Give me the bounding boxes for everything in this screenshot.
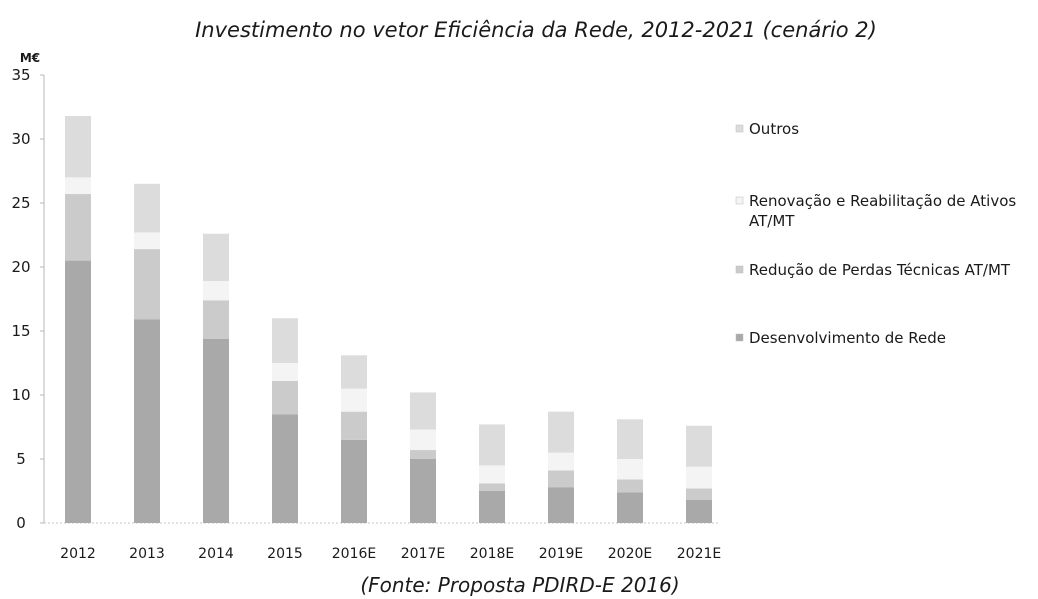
bar-segment-2017E-0: [410, 459, 436, 523]
bar-segment-2019E-3: [548, 411, 574, 453]
bar-segment-2015-0: [272, 414, 298, 523]
y-tick-label: 5: [16, 450, 26, 468]
bar-segment-2017E-3: [410, 392, 436, 430]
bar-segment-2019E-0: [548, 487, 574, 523]
y-tick-labels: 0 5 10 15 20 25 30 35: [11, 66, 30, 532]
bar-segment-2013-3: [134, 183, 160, 233]
chart-title: Investimento no vetor Eficiência da Rede…: [195, 18, 877, 42]
bar-segment-2018E-0: [479, 491, 505, 523]
bar-segment-2016E-3: [341, 355, 367, 389]
bar-segment-2014-1: [203, 300, 229, 339]
bar-segment-2016E-1: [341, 411, 367, 440]
x-tick-label: 2017E: [401, 546, 445, 562]
bar-segment-2020E-0: [617, 492, 643, 523]
legend: Outros Renovação e Reabilitação de Ativos…: [735, 120, 1016, 347]
bar-segment-2012-0: [65, 260, 91, 523]
bar-segment-2018E-1: [479, 483, 505, 491]
bar-segment-2013-2: [134, 232, 160, 250]
x-tick-label: 2015: [267, 546, 303, 562]
x-tick-label: 2021E: [677, 546, 721, 562]
legend-label: Renovação e Reabilitação de Ativos: [749, 192, 1016, 210]
bar-segment-2012-2: [65, 177, 91, 195]
x-tick-label: 2012: [60, 546, 96, 562]
bar-segment-2014-0: [203, 338, 229, 523]
x-tick-label: 2016E: [332, 546, 376, 562]
legend-label: Redução de Perdas Técnicas AT/MT: [749, 261, 1011, 279]
x-tick-label: 2014: [198, 546, 234, 562]
bar-segment-2021E-1: [686, 488, 712, 500]
y-tick-label: 35: [11, 66, 30, 84]
y-tick-label: 15: [11, 322, 30, 340]
bar-segment-2020E-2: [617, 459, 643, 480]
source-note: (Fonte: Proposta PDIRD-E 2016): [360, 573, 679, 597]
bar-segment-2013-0: [134, 319, 160, 523]
bar-segment-2016E-0: [341, 439, 367, 523]
bar-segment-2013-1: [134, 249, 160, 320]
y-tick-label: 30: [11, 130, 30, 148]
bar-segment-2015-1: [272, 380, 298, 415]
bar-segment-2016E-2: [341, 388, 367, 412]
bar-segment-2021E-3: [686, 425, 712, 467]
x-tick-labels: 2012 2013 2014 2015 2016E 2017E 2018E 2019E 2020…: [60, 546, 721, 562]
legend-label: AT/MT: [749, 212, 795, 230]
legend-label: Desenvolvimento de Rede: [749, 329, 946, 347]
legend-swatch: [735, 333, 744, 342]
y-tick-label: 20: [11, 258, 30, 276]
bar-segment-2018E-3: [479, 424, 505, 466]
bar-segment-2017E-1: [410, 450, 436, 459]
legend-label: Outros: [749, 120, 799, 138]
bar-segment-2015-2: [272, 363, 298, 381]
bar-segment-2014-3: [203, 233, 229, 282]
bar-segment-2020E-1: [617, 479, 643, 493]
bar-segment-2015-3: [272, 318, 298, 363]
x-tick-label: 2019E: [539, 546, 583, 562]
bar-segment-2017E-2: [410, 429, 436, 451]
legend-swatch: [735, 265, 744, 274]
legend-swatch: [735, 196, 744, 205]
bar-segment-2014-2: [203, 281, 229, 301]
bar-segment-2019E-1: [548, 470, 574, 488]
x-tick-label: 2013: [129, 546, 165, 562]
bar-segment-2021E-0: [686, 499, 712, 523]
x-tick-label: 2020E: [608, 546, 652, 562]
legend-swatch: [735, 124, 744, 133]
bars: [65, 115, 712, 523]
bar-segment-2020E-3: [617, 419, 643, 459]
bar-segment-2012-3: [65, 115, 91, 178]
bar-segment-2019E-2: [548, 452, 574, 471]
bar-segment-2018E-2: [479, 465, 505, 484]
y-tick-label: 0: [16, 514, 26, 532]
y-tick-label: 25: [11, 194, 30, 212]
bar-segment-2012-1: [65, 194, 91, 261]
y-unit-label: M€: [20, 51, 40, 65]
y-tick-label: 10: [11, 386, 30, 404]
x-tick-label: 2018E: [470, 546, 514, 562]
bar-segment-2021E-2: [686, 466, 712, 489]
